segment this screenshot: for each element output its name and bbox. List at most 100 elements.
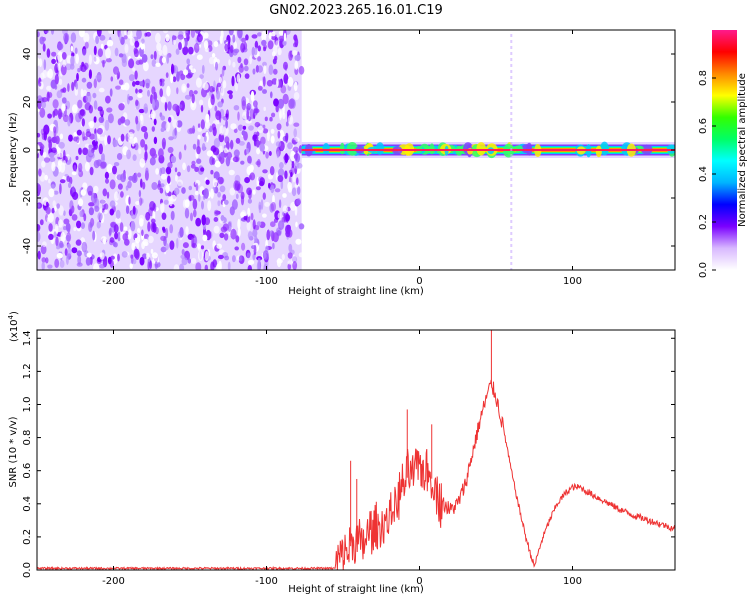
noise-cell [290, 150, 296, 162]
noise-cell [279, 162, 284, 169]
noise-cell [271, 112, 276, 118]
noise-cell [232, 34, 236, 43]
noise-cell [236, 73, 241, 83]
noise-cell [38, 82, 42, 87]
noise-cell [229, 187, 236, 196]
noise-cell [240, 42, 246, 53]
noise-cell [293, 128, 298, 138]
noise-cell [254, 235, 258, 243]
noise-cell [84, 161, 90, 172]
noise-cell [67, 83, 70, 92]
noise-cell [176, 71, 180, 82]
noise-cell [99, 34, 106, 41]
noise-cell [47, 264, 53, 269]
noise-cell [106, 107, 113, 113]
noise-cell [88, 69, 92, 79]
noise-cell [196, 158, 202, 164]
noise-cell [252, 219, 256, 230]
noise-cell [106, 163, 113, 174]
noise-cell [65, 222, 71, 232]
noise-cell [77, 99, 83, 109]
noise-cell [181, 249, 185, 255]
noise-cell [194, 166, 200, 172]
noise-cell [74, 47, 78, 54]
snr-ticks: -200 -100 0 100 0.0 0.2 0.4 0.6 0.8 1.0 1.2 1.4 [22, 330, 675, 587]
noise-cell [262, 76, 266, 87]
noise-cell [58, 78, 63, 86]
noise-cell [230, 139, 234, 150]
noise-cell [141, 229, 144, 237]
noise-cell [265, 151, 269, 159]
noise-cell [288, 185, 292, 193]
noise-cell [114, 232, 119, 240]
noise-cell [48, 152, 55, 158]
noise-cell [249, 55, 253, 65]
noise-cell [48, 233, 54, 240]
noise-cell [228, 59, 231, 66]
noise-cell [40, 72, 45, 80]
snr-multiplier-exponent: 4 [7, 314, 15, 319]
noise-cell [254, 121, 261, 128]
noise-cell [69, 63, 75, 70]
noise-cell [213, 41, 219, 48]
noise-cell [108, 30, 113, 34]
noise-cell [81, 109, 86, 117]
noise-cell [262, 169, 268, 174]
noise-cell [227, 261, 231, 270]
artifact-line [510, 46, 513, 49]
noise-cell [116, 72, 120, 80]
noise-cell [285, 214, 291, 222]
noise-cell [65, 63, 72, 71]
noise-cell [201, 200, 204, 210]
artifact-line [510, 94, 513, 97]
noise-cell [235, 82, 238, 92]
noise-cell [257, 32, 262, 37]
spectrogram-ylabel: Frequency (Hz) [8, 112, 19, 188]
noise-cell [71, 52, 75, 57]
noise-cell [212, 147, 220, 156]
artifact-line [510, 124, 513, 127]
snr-panel: -200 -100 0 100 0.0 0.2 0.4 0.6 0.8 1.0 1.2 1.4 Hei… [7, 311, 676, 595]
signal-bump [375, 142, 385, 155]
snr-multiplier-close: ) [9, 311, 20, 315]
noise-cell [58, 219, 63, 228]
noise-cell [82, 89, 87, 97]
noise-cell [127, 131, 134, 139]
noise-cell [237, 218, 241, 230]
noise-cell [51, 207, 55, 214]
noise-cell [275, 40, 280, 48]
noise-cell [46, 48, 51, 58]
artifact-line [510, 226, 513, 229]
noise-cell [95, 35, 99, 45]
artifact-line [510, 244, 513, 247]
noise-cell [145, 167, 149, 175]
noise-cell [266, 229, 271, 241]
noise-cell [232, 255, 236, 263]
noise-cell [241, 37, 247, 43]
noise-cell [70, 55, 75, 67]
noise-cell [219, 185, 226, 193]
noise-cell [252, 229, 258, 238]
noise-cell [276, 257, 282, 268]
noise-cell [143, 106, 148, 114]
noise-cell [272, 242, 275, 250]
noise-cell [93, 100, 98, 110]
noise-cell [192, 143, 197, 150]
noise-cell [61, 97, 67, 104]
noise-cell [62, 160, 66, 166]
noise-cell [205, 179, 210, 185]
noise-cell [232, 156, 239, 162]
noise-cell [166, 85, 171, 97]
noise-cell [82, 147, 89, 156]
noise-cell [94, 133, 98, 142]
noise-cell [278, 168, 285, 177]
noise-cell [199, 74, 204, 79]
noise-cell [220, 151, 225, 158]
noise-cell [83, 213, 87, 222]
noise-cell [196, 54, 203, 60]
noise-cell [224, 136, 230, 144]
noise-cell [59, 259, 65, 268]
noise-cell [196, 33, 203, 43]
noise-cell [201, 143, 206, 152]
